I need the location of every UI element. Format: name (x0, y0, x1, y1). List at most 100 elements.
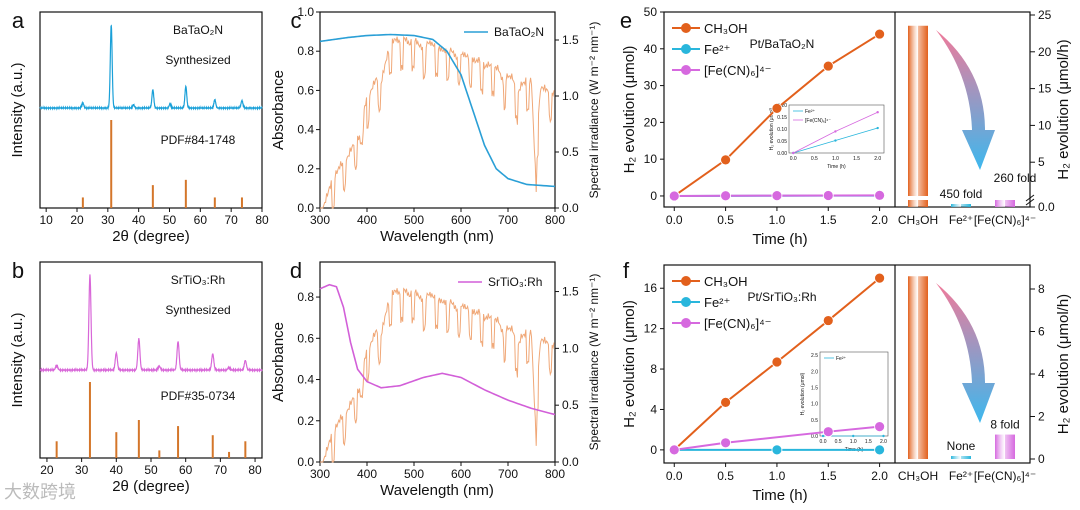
legend-label: [Fe(CN)₆]⁴⁻ (704, 63, 772, 78)
fold-label: None (947, 439, 976, 453)
inset-y-tick-label: 0.20 (777, 103, 787, 109)
y-axis-label: H₂ evolution (μmol) (621, 300, 638, 428)
inset-x-tick-label: 0.5 (811, 156, 818, 162)
data-point (668, 444, 680, 456)
xrd-synthesized-pattern (39, 24, 263, 111)
inset-y-tick-label: 2.5 (811, 353, 818, 359)
inset-marker (834, 130, 837, 133)
bar-2 (995, 434, 1015, 459)
y2-axis-label: Spectral irradiance (W m⁻² nm⁻¹) (587, 22, 601, 199)
x-tick-label: 20 (40, 463, 54, 477)
y-tick-label: 4 (650, 402, 657, 416)
synthesized-label: Synthesized (165, 303, 230, 317)
panel-label: a (12, 8, 25, 33)
data-point (771, 444, 783, 456)
y2-tick-label: 0.0 (1038, 200, 1055, 214)
data-point (720, 396, 731, 408)
x-tick-label: 70 (224, 213, 238, 227)
y-tick-label: 0.6 (297, 83, 314, 97)
inset-x-tick-label: 1.5 (865, 439, 872, 445)
inset-x-tick-label: 0.0 (820, 439, 827, 445)
y-axis-label: H₂ evolution (μmol) (621, 46, 638, 174)
y-tick-label: 10 (644, 152, 658, 166)
data-point (874, 189, 885, 201)
inset-y-tick-label: 0.10 (777, 127, 787, 133)
y2-tick-label: 6 (1038, 325, 1045, 339)
inset-frame (788, 104, 885, 154)
y-tick-label: 50 (644, 5, 658, 19)
legend-label: SrTiO₃:Rh (488, 275, 542, 289)
inset-marker (821, 434, 825, 438)
inset-y-label: H₂ evolution (μmol) (800, 372, 806, 415)
x-tick-label: 1.5 (820, 213, 837, 227)
panel-label: f (623, 258, 630, 283)
data-point (771, 356, 783, 368)
data-point (668, 190, 680, 202)
x-tick-label: 800 (545, 467, 565, 481)
axis-break (1025, 198, 1035, 206)
y-tick-label: 12 (644, 322, 658, 336)
absorbance-frame (319, 11, 556, 209)
data-point (822, 190, 834, 201)
sample-name: SrTiO₃:Rh (171, 273, 225, 287)
x-tick-label: 30 (101, 213, 115, 227)
legend-marker (681, 44, 691, 54)
bar-1 (951, 204, 971, 207)
inset-marker (852, 434, 855, 438)
y2-tick-label: 0.0 (562, 455, 579, 469)
y2-axis-label: H₂ evolution (μmol/h) (1055, 294, 1072, 434)
y2-tick-label: 0 (1038, 452, 1045, 466)
y-tick-label: 0.4 (297, 373, 314, 387)
bar-category-label: Fe²⁺ (949, 469, 973, 483)
x-tick-label: 700 (498, 467, 518, 481)
y-tick-label: 0.2 (297, 162, 314, 176)
bar-0 (908, 276, 928, 459)
inset-x-tick-label: 1.5 (853, 156, 860, 162)
y2-axis-label: Spectral irradiance (W m⁻² nm⁻¹) (587, 274, 601, 451)
y-tick-label: 0.2 (297, 414, 314, 428)
legend-label: CH₃OH (704, 274, 748, 289)
inset-marker (834, 139, 837, 142)
data-point (874, 444, 885, 456)
y2-tick-label: 8 (1038, 282, 1045, 296)
photocatalyst-label: Pt/SrTiO₃:Rh (747, 290, 816, 304)
x-tick-label: 0.5 (717, 213, 734, 227)
inset-y-tick-label: 2.0 (811, 369, 818, 375)
y-tick-label: 0.8 (297, 44, 314, 58)
inset-x-tick-label: 0.5 (835, 439, 842, 445)
y2-tick-label: 10 (1038, 118, 1052, 132)
inset-x-tick-label: 2.0 (880, 439, 887, 445)
data-point (771, 190, 783, 202)
x-tick-label: 60 (194, 213, 208, 227)
y2-tick-label: 0.0 (562, 201, 579, 215)
x-axis-label: Time (h) (752, 231, 807, 248)
h2-frame (663, 264, 1031, 464)
inset-x-tick-label: 2.0 (874, 156, 881, 162)
x-tick-label: 500 (404, 213, 424, 227)
x-tick-label: 400 (357, 213, 377, 227)
legend-label: CH₃OH (704, 21, 748, 36)
bar-category-label: Fe²⁺ (949, 213, 973, 227)
legend-marker (681, 318, 691, 328)
x-axis-label: Time (h) (752, 487, 807, 504)
inset-y-label: H₂ evolution (μmol) (769, 107, 775, 150)
y2-tick-label: 15 (1038, 82, 1052, 96)
bar-1 (951, 456, 971, 459)
x-tick-label: 300 (310, 213, 330, 227)
y-tick-label: 0.0 (297, 201, 314, 215)
y2-tick-label: 20 (1038, 45, 1052, 59)
bar-2 (995, 200, 1015, 207)
y-tick-label: 1.0 (297, 5, 314, 19)
y2-tick-label: 2 (1038, 410, 1045, 424)
panel-label: e (620, 8, 632, 33)
y-tick-label: 0.6 (297, 331, 314, 345)
inset-y-tick-label: 0.05 (777, 139, 787, 145)
pdf-card-label: PDF#84-1748 (161, 133, 236, 147)
inset-marker (882, 434, 885, 438)
y2-tick-label: 1.0 (562, 341, 579, 355)
x-tick-label: 700 (498, 213, 518, 227)
y-tick-label: 8 (650, 362, 657, 376)
y-axis-label: Intensity (a.u.) (9, 62, 26, 157)
axis-break-mark (905, 196, 931, 200)
